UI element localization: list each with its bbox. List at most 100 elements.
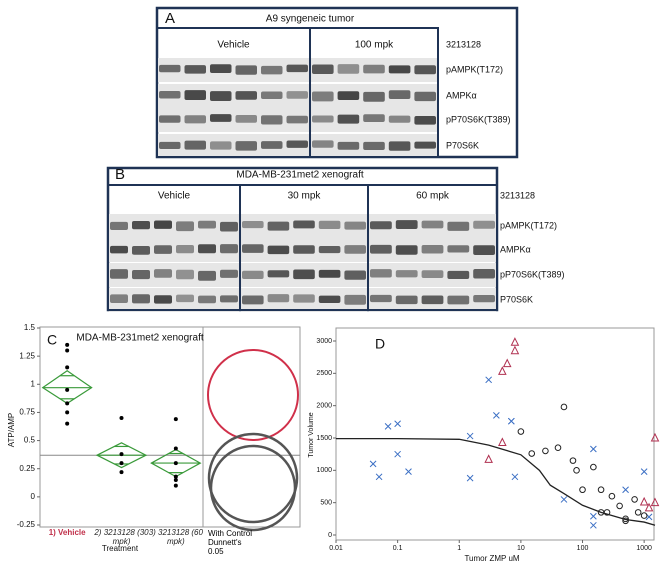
data-point <box>173 446 178 451</box>
data-point <box>173 477 178 482</box>
blot-band <box>184 115 206 124</box>
y-tick-label: 1 <box>31 379 36 388</box>
comparison-label: With Control Dunnett's 0.05 <box>208 529 253 556</box>
y-tick-label: 0.5 <box>24 436 36 445</box>
x-marker <box>560 496 568 503</box>
x-marker <box>369 460 377 468</box>
row-label: pP70S6K(T389) <box>446 114 511 124</box>
panel-title: MDA-MB-231met2 xenograft <box>236 170 363 181</box>
blot-band <box>286 91 308 99</box>
blot-band <box>235 65 257 75</box>
blot-band <box>159 141 181 149</box>
x-tick-label: 100 <box>577 545 589 552</box>
circle-marker <box>517 428 525 435</box>
blot-band <box>154 220 172 229</box>
blot-band <box>242 244 264 253</box>
blot-bg <box>158 58 309 82</box>
group-label: Vehicle <box>217 40 250 51</box>
plot-frame <box>39 326 301 528</box>
y-tick-label: 0 <box>328 532 332 539</box>
circle-marker <box>622 517 629 525</box>
circle-marker <box>634 509 642 516</box>
x-marker <box>394 450 401 458</box>
blot-band <box>267 245 290 255</box>
blot-band <box>414 65 436 75</box>
fit-curve <box>336 437 656 526</box>
row-label: P70S6K <box>500 294 533 304</box>
triangle-marker <box>650 497 660 507</box>
blot-band <box>312 115 334 123</box>
x-marker <box>507 417 515 425</box>
blot-band <box>318 295 341 303</box>
data-point <box>65 401 70 406</box>
x-tick-label: 0.1 <box>393 545 403 552</box>
blot-band <box>267 221 290 231</box>
circle-marker <box>569 457 577 464</box>
blot-band <box>261 115 283 125</box>
blot-band <box>110 269 128 279</box>
circle-marker <box>542 447 549 455</box>
blot-band <box>395 220 418 230</box>
x-marker <box>493 412 500 419</box>
x-tick-label: 1000 <box>636 545 652 552</box>
blot-band <box>184 90 206 101</box>
blot-band <box>220 244 238 254</box>
blot-bg <box>109 288 239 312</box>
circle-marker <box>631 496 638 503</box>
y-tick-label: 0.25 <box>19 464 35 473</box>
blot-band <box>414 115 436 125</box>
blot-band <box>154 295 172 304</box>
data-point <box>173 417 178 422</box>
category-label: 2) 3213128 (30 mpk) <box>94 528 149 546</box>
blot-band <box>473 295 495 303</box>
triangle-marker <box>502 358 512 368</box>
circle-marker <box>608 492 616 500</box>
y-tick-label: 1500 <box>316 435 332 442</box>
blot-band <box>210 141 232 150</box>
blot-band <box>337 114 360 124</box>
blot-band <box>363 64 385 74</box>
x-marker <box>394 420 401 428</box>
blot-band <box>220 295 238 303</box>
blot-band <box>210 64 232 74</box>
blot-band <box>242 270 264 280</box>
blot-band <box>370 269 392 278</box>
blot-band <box>110 221 128 231</box>
group-label: Vehicle <box>158 191 191 202</box>
blot-band <box>154 269 172 278</box>
blot-band <box>198 270 216 281</box>
blot-band <box>388 65 411 74</box>
blot-band <box>370 244 392 254</box>
row-label: pP70S6K(T389) <box>500 269 565 279</box>
blot-band <box>176 221 194 232</box>
y-tick-label: 2000 <box>316 403 332 410</box>
data-point <box>173 461 178 466</box>
blot-band <box>184 65 206 74</box>
blot-band <box>318 220 341 229</box>
blot-bg <box>109 238 239 262</box>
blot-band <box>363 91 385 102</box>
blot-band <box>337 91 360 101</box>
blot-band <box>210 114 232 122</box>
group-frame <box>309 27 439 158</box>
blot-band <box>159 91 181 99</box>
x-tick-label: 1 <box>457 545 461 552</box>
blot-band <box>267 270 290 278</box>
triangle-marker <box>510 337 520 346</box>
y-tick-label: 1.5 <box>24 323 36 332</box>
blot-band <box>261 141 283 149</box>
triangle-marker <box>498 437 507 447</box>
blot-band <box>293 245 315 254</box>
y-tick-label: 3000 <box>316 338 332 345</box>
blot-band <box>198 244 216 254</box>
circle-marker <box>616 502 623 510</box>
data-point <box>65 421 70 426</box>
blot-band <box>395 245 418 255</box>
blot-band <box>293 294 315 303</box>
blot-band <box>370 221 392 230</box>
blot-band <box>132 245 150 255</box>
blot-band <box>447 245 470 253</box>
x-marker <box>590 445 597 453</box>
panel-letter: B <box>115 166 125 183</box>
